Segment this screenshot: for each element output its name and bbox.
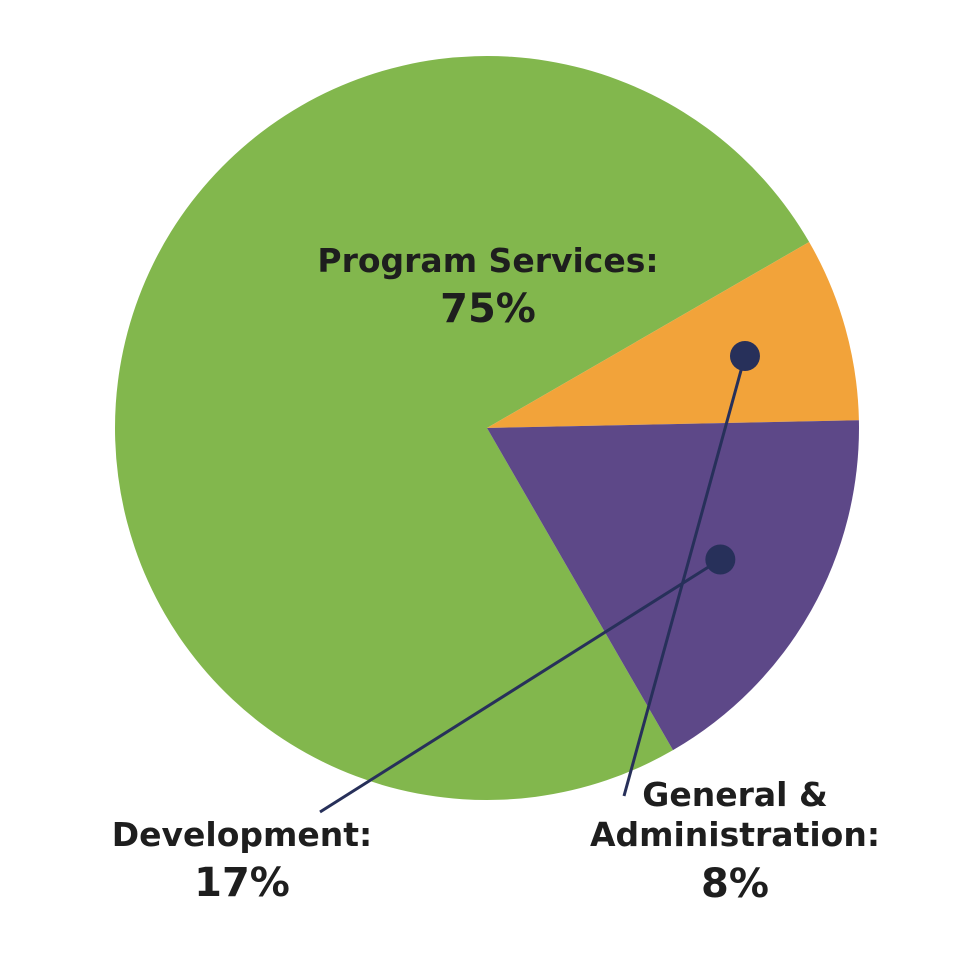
general-administration-leader-dot bbox=[729, 340, 760, 371]
pie-slices bbox=[115, 55, 859, 800]
development-slice bbox=[487, 420, 859, 751]
program-services-label: Program Services: bbox=[317, 241, 658, 280]
program-services-value: 75% bbox=[440, 286, 536, 332]
leader-lines bbox=[319, 340, 760, 814]
program-services-slice bbox=[115, 55, 810, 800]
general-administration-label-line-1: General & bbox=[642, 775, 827, 814]
development-label: Development: bbox=[112, 815, 373, 854]
development-leader-dot bbox=[705, 544, 736, 575]
general-administration-label-line-2: Administration: bbox=[590, 815, 880, 854]
general-administration-slice bbox=[487, 242, 859, 428]
general-administration-leader-line bbox=[622, 355, 747, 797]
development-leader-line bbox=[319, 558, 722, 814]
development-value: 17% bbox=[194, 860, 290, 906]
general-administration-value: 8% bbox=[701, 861, 769, 907]
